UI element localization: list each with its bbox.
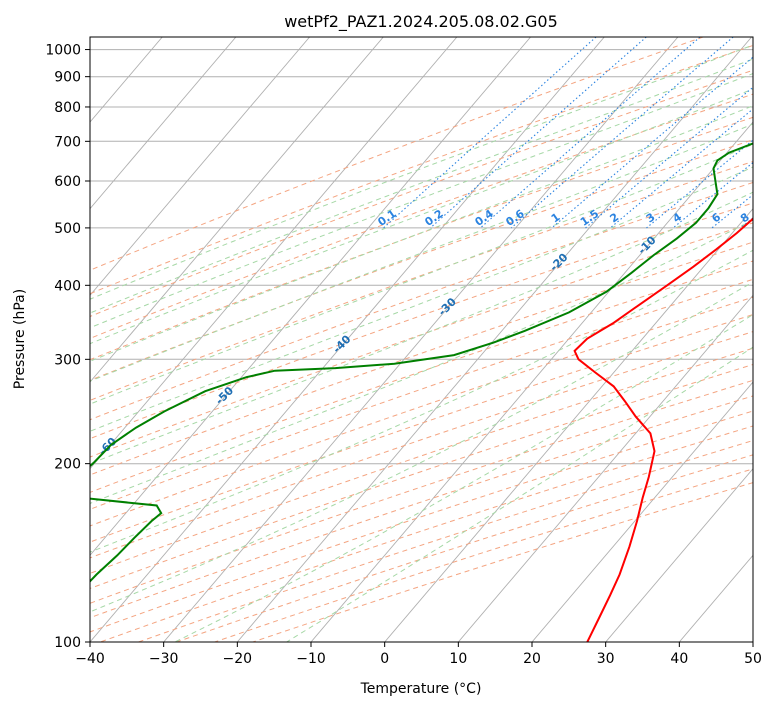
moist-adiabat-line	[90, 44, 753, 300]
y-tick-label: 700	[54, 134, 81, 150]
mixing-ratio-line	[763, 37, 775, 228]
mixing-ratio-line	[510, 37, 734, 229]
y-tick-label: 200	[54, 457, 81, 473]
x-tick-label: −20	[223, 651, 253, 667]
dry-adiabat-line	[90, 379, 753, 604]
mixing-ratio-label: 10	[758, 208, 775, 228]
x-tick-label: −40	[75, 651, 105, 667]
temperature-profile-line	[573, 217, 753, 642]
isotherm-line	[90, 37, 237, 210]
isotherm-line	[531, 381, 753, 642]
isotherm-line	[90, 37, 531, 556]
mixing-ratio-line	[480, 37, 701, 229]
mixing-ratio-line	[646, 139, 753, 229]
isotherm-line	[90, 37, 605, 642]
dry-adiabat-line	[90, 181, 753, 421]
isotherm-line	[752, 641, 753, 642]
isotherm-line	[90, 37, 458, 470]
dry-adiabat-line	[90, 44, 753, 295]
chart-title: wetPf2_PAZ1.2024.205.08.02.G05	[284, 12, 558, 32]
mixing-ratio-line	[551, 56, 753, 229]
y-tick-label: 400	[54, 278, 81, 294]
x-tick-label: 40	[670, 651, 688, 667]
plot-frame	[89, 36, 754, 643]
dewpoint-profile-line	[90, 142, 753, 583]
moist-adiabat-line	[90, 166, 753, 432]
dry-adiabat-line	[90, 395, 753, 619]
moist-adiabat-line	[90, 219, 753, 504]
plot-background	[90, 37, 753, 642]
x-tick-label: 50	[744, 651, 762, 667]
dry-adiabat-line	[90, 296, 753, 527]
dry-adiabat-label: -70	[0, 485, 3, 508]
x-tick-label: 20	[523, 651, 541, 667]
x-tick-label: 0	[380, 651, 389, 667]
profile-series	[90, 142, 753, 642]
y-tick-label: 900	[54, 70, 81, 86]
isotherm-line	[90, 37, 384, 383]
y-tick-label: 300	[54, 352, 81, 368]
dry-adiabat-line	[90, 160, 753, 401]
moist-adiabat-line	[90, 73, 753, 329]
y-tick-label: 100	[54, 635, 81, 651]
isotherm-line	[605, 467, 753, 642]
axes: −40 −30 −20 −10 0 10 20 30 40 50 100 200 300 400 500 60…	[45, 43, 762, 667]
y-axis-label: Pressure (hPa)	[12, 289, 28, 389]
dry-adiabat-line	[90, 241, 753, 476]
isotherm-line	[163, 37, 679, 642]
x-tick-label: −10	[296, 651, 326, 667]
isotherm-line	[384, 207, 753, 642]
moist-adiabat-line	[286, 346, 753, 642]
moist-adiabat-line	[90, 191, 753, 465]
isotherm-line	[236, 37, 752, 642]
x-tick-label: 30	[597, 651, 615, 667]
dry-adiabat-line	[90, 93, 753, 339]
mixing-ratio-line	[383, 37, 597, 229]
x-axis-label: Temperature (°C)	[360, 681, 482, 697]
x-tick-label: −30	[149, 651, 179, 667]
y-tick-label: 500	[54, 221, 81, 237]
moist-adiabat-line	[90, 143, 753, 405]
y-tick-label: 600	[54, 174, 81, 190]
moist-adiabat-line	[90, 58, 753, 314]
background-lines	[90, 37, 775, 642]
dry-adiabat-line	[90, 202, 753, 440]
isotherm-line	[90, 37, 310, 297]
dry-adiabat-line	[90, 347, 753, 574]
y-tick-label: 1000	[45, 43, 81, 59]
dry-adiabat-line	[90, 69, 753, 318]
dry-adiabat-line	[90, 331, 753, 559]
x-tick-label: 10	[449, 651, 467, 667]
y-tick-label: 800	[54, 100, 81, 116]
moist-adiabat-line	[90, 105, 753, 362]
isotherm-line	[457, 294, 753, 642]
